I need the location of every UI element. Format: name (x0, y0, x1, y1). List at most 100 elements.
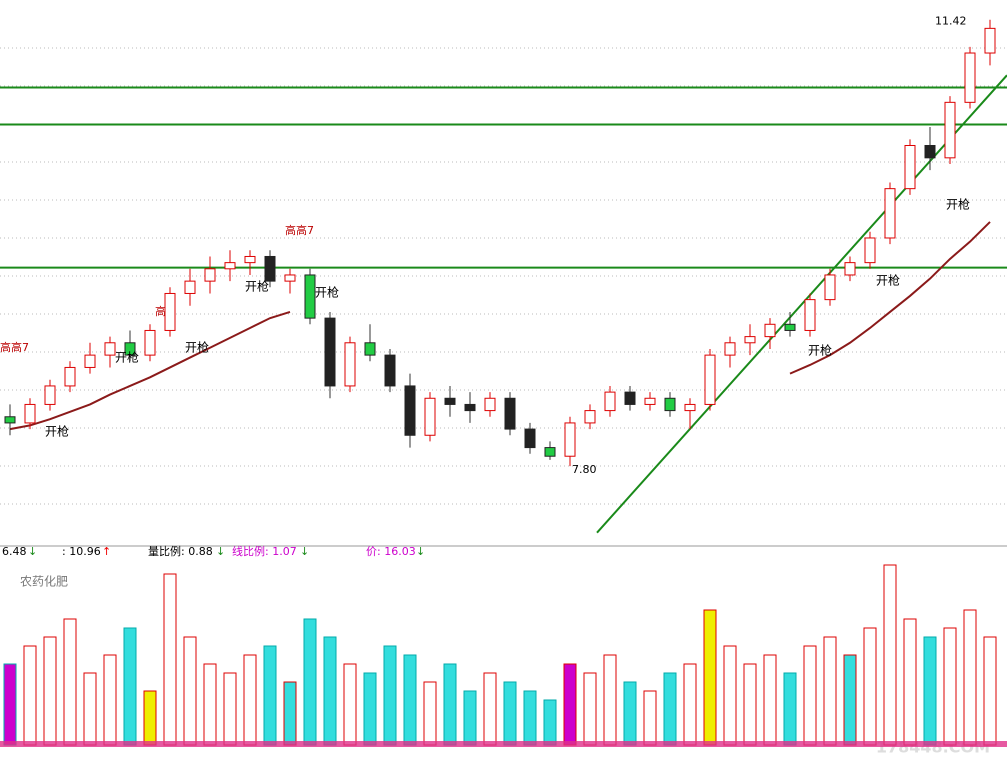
candle-body (24, 403, 36, 424)
volume-bar (63, 618, 77, 746)
candle-body (364, 342, 376, 356)
candle-body (444, 397, 456, 405)
candle-body (764, 323, 776, 338)
ma-line (789, 221, 991, 375)
candle-body (944, 101, 956, 159)
annotation: 开枪 (45, 424, 69, 439)
volume-bar (83, 672, 97, 746)
candle-body (924, 144, 936, 159)
annotation: 开枪 (876, 273, 900, 288)
volume-bar (3, 663, 17, 746)
candle-body (744, 336, 756, 344)
high-label: 11.42 (935, 15, 967, 28)
annotation: 开枪 (315, 285, 339, 300)
candle-body (844, 262, 856, 276)
header-left: 6.48 (2, 545, 27, 558)
volume-bar (743, 663, 757, 746)
header-item: : 10.96 (62, 545, 101, 558)
volume-bar (503, 681, 517, 746)
candle-body (524, 428, 536, 449)
candle-body (164, 292, 176, 331)
volume-bar (903, 618, 917, 746)
volume-bar (943, 627, 957, 746)
stock-name: 农药化肥 (20, 575, 68, 589)
candle-body (44, 385, 56, 405)
volume-bar (323, 636, 337, 746)
volume-bar (223, 672, 237, 746)
mark-label: 高 (155, 304, 166, 318)
volume-bar (263, 645, 277, 746)
volume-bar (243, 654, 257, 746)
candle-body (664, 397, 676, 412)
volume-bar (483, 672, 497, 746)
volume-bar (443, 663, 457, 746)
candle-body (184, 280, 196, 294)
candle-body (884, 188, 896, 239)
candle-body (144, 329, 156, 356)
candle-body (564, 422, 576, 457)
volume-bar (463, 690, 477, 746)
volume-bar (423, 681, 437, 746)
volume-bar (343, 663, 357, 746)
header-item: 线比例: 1.07 (232, 544, 297, 558)
candle-body (904, 144, 916, 190)
candle-body (804, 299, 816, 331)
annotation: 开枪 (115, 350, 139, 365)
mark-label: 高高7 (285, 223, 314, 237)
volume-bar (643, 690, 657, 746)
volume-bar (583, 672, 597, 746)
volume-bar (543, 699, 557, 746)
volume-bar (183, 636, 197, 746)
candle-body (404, 385, 416, 436)
volume-bar (843, 654, 857, 746)
candle-body (704, 354, 716, 405)
candle-body (984, 27, 996, 54)
candle-body (824, 274, 836, 301)
volume-bar (283, 681, 297, 746)
candle-body (4, 416, 16, 424)
candle-body (264, 255, 276, 282)
volume-bar (723, 645, 737, 746)
candle-body (604, 391, 616, 412)
volume-bar (363, 672, 377, 746)
volume-bar (763, 654, 777, 746)
volume-bar (123, 627, 137, 746)
candle-body (344, 342, 356, 387)
volume-bar (103, 654, 117, 746)
volume-bar (623, 681, 637, 746)
arrow: ↓ (300, 545, 309, 558)
arrow: ↓ (28, 545, 37, 558)
volume-bar (703, 609, 717, 746)
candle-body (684, 403, 696, 412)
candle-body (624, 391, 636, 405)
arrow: ↓ (216, 545, 225, 558)
volume-bar (983, 636, 997, 746)
candle-body (424, 397, 436, 436)
candle-body (204, 268, 216, 282)
candle-body (84, 354, 96, 368)
arrow: ↓ (416, 545, 425, 558)
volume-bar (143, 690, 157, 746)
candle-body (124, 342, 136, 356)
candle-body (864, 237, 876, 264)
volume-bar (383, 645, 397, 746)
trend-line (596, 74, 1007, 534)
candle-body (584, 410, 596, 424)
candle-body (464, 403, 476, 412)
volume-bar (203, 663, 217, 746)
volume-bar (783, 672, 797, 746)
volume-bar (663, 672, 677, 746)
candle-body (964, 52, 976, 103)
header-item: 价: 16.03 (366, 545, 416, 558)
candle-body (104, 342, 116, 356)
volume-bar (303, 618, 317, 746)
volume-bar (923, 636, 937, 746)
candle-body (324, 317, 336, 387)
candle-body (304, 274, 316, 319)
candle-body (644, 397, 656, 405)
candle-body (484, 397, 496, 412)
volume-bar (823, 636, 837, 746)
volume-bar (803, 645, 817, 746)
candle-body (784, 323, 796, 331)
